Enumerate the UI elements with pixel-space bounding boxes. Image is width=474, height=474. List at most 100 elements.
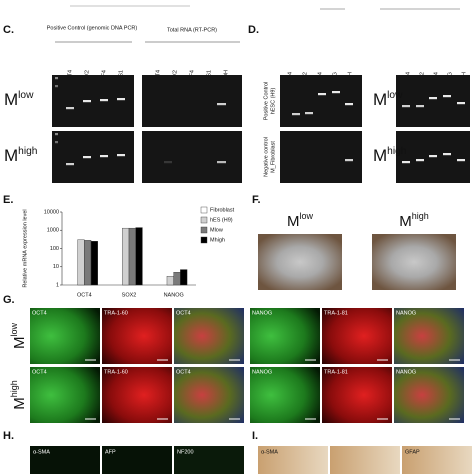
side-label: Negative control bbox=[263, 137, 269, 177]
image-label: TRA-1-60 bbox=[104, 310, 128, 316]
colony-image bbox=[372, 234, 456, 290]
x-tick-label: NANOG bbox=[164, 292, 184, 298]
gel-header: Positive Control (genomic DNA PCR) bbox=[47, 25, 138, 31]
image-label: NF200 bbox=[177, 449, 194, 455]
gel-band bbox=[443, 95, 451, 98]
panel-label: I. bbox=[252, 430, 258, 442]
legend-label: Mlow bbox=[210, 227, 223, 233]
panel-label: C. bbox=[3, 24, 14, 36]
side-label: Positive Control bbox=[263, 82, 269, 121]
sample-base: M bbox=[4, 146, 18, 165]
gel-band bbox=[217, 103, 226, 106]
panels: C. Positive Control (genomic DNA PCR) Tota… bbox=[3, 24, 472, 474]
image-label: TRA-1-60 bbox=[104, 369, 128, 375]
panel-label: E. bbox=[3, 194, 13, 206]
bar bbox=[180, 269, 188, 286]
gel-band bbox=[100, 99, 108, 102]
bar bbox=[122, 227, 130, 286]
image-label: NANOG bbox=[396, 369, 416, 375]
gel-image bbox=[280, 131, 362, 183]
gel-band bbox=[100, 155, 108, 158]
bar bbox=[173, 272, 181, 286]
sample-label: Mhigh bbox=[4, 146, 37, 166]
image-label: NANOG bbox=[252, 310, 272, 316]
gel-image bbox=[52, 131, 134, 183]
gel-band bbox=[402, 161, 410, 164]
y-tick-label: 1000 bbox=[47, 228, 59, 234]
panel-label: H. bbox=[3, 430, 14, 442]
gel-band bbox=[117, 154, 125, 157]
gel-band bbox=[457, 159, 465, 162]
sample-base: M bbox=[11, 337, 28, 350]
panel-label: G. bbox=[3, 294, 15, 306]
sample-sup: high bbox=[387, 146, 406, 157]
fluorescence-image bbox=[174, 308, 244, 364]
legend-swatch bbox=[200, 226, 208, 234]
sample-sup: low bbox=[387, 90, 403, 101]
image-label: α-SMA bbox=[33, 449, 50, 455]
gel-band bbox=[66, 163, 74, 166]
gel-header: Total RNA (RT-PCR) bbox=[167, 27, 217, 33]
sample-label: Mlow bbox=[9, 323, 28, 350]
y-tick-label: 10 bbox=[53, 264, 59, 270]
gel-band bbox=[345, 103, 353, 106]
panel-label: F. bbox=[252, 194, 261, 206]
fluorescence-image bbox=[102, 308, 172, 364]
image-label: TRA-1-81 bbox=[324, 310, 348, 316]
sample-label: Mhigh bbox=[9, 380, 28, 410]
gel-band bbox=[429, 97, 437, 100]
image-label: OCT4 bbox=[32, 310, 47, 316]
gel-band bbox=[66, 107, 74, 110]
image-label: AFP bbox=[105, 449, 116, 455]
sample-base: M bbox=[373, 146, 387, 165]
x-tick-label: OCT4 bbox=[77, 292, 92, 298]
bar bbox=[90, 241, 98, 286]
fluorescence-image bbox=[102, 367, 172, 423]
ihc-image bbox=[258, 446, 328, 474]
fluorescence-image bbox=[394, 367, 464, 423]
gel-band bbox=[292, 113, 300, 116]
image-label: OCT4 bbox=[176, 369, 191, 375]
legend-label: Fibroblast bbox=[210, 207, 235, 213]
legend-label: hES (H9) bbox=[210, 217, 233, 223]
sample-sup: high bbox=[9, 380, 19, 397]
gel-band bbox=[117, 98, 125, 101]
gel-band bbox=[345, 159, 353, 162]
gel-band bbox=[402, 105, 410, 108]
gel-band bbox=[55, 85, 58, 88]
gel-band bbox=[55, 77, 58, 80]
gel-band bbox=[83, 156, 91, 159]
gel-band bbox=[83, 100, 91, 103]
bar bbox=[135, 227, 143, 286]
fluorescence-image bbox=[322, 367, 392, 423]
gel-image bbox=[142, 75, 242, 127]
sample-label: Mlow bbox=[373, 90, 403, 110]
image-label: TRA-1-81 bbox=[324, 369, 348, 375]
image-label: NANOG bbox=[396, 310, 416, 316]
bar bbox=[128, 227, 136, 286]
side-label: hESC (H9) bbox=[270, 88, 276, 115]
gel-band bbox=[305, 112, 313, 115]
gel-image bbox=[396, 75, 470, 127]
bar bbox=[84, 240, 92, 286]
gel-band bbox=[457, 102, 465, 105]
fluorescence-image bbox=[174, 446, 244, 474]
sample-base: M bbox=[399, 213, 412, 230]
colony-image bbox=[258, 234, 342, 290]
sample-base: M bbox=[287, 213, 300, 230]
sample-label: Mhigh bbox=[399, 211, 429, 230]
image-label: GFAP bbox=[405, 449, 420, 455]
gel-band bbox=[443, 153, 451, 156]
sample-base: M bbox=[373, 90, 387, 109]
bar bbox=[77, 239, 85, 286]
fluorescence-image bbox=[322, 308, 392, 364]
sample-base: M bbox=[11, 397, 28, 410]
sample-sup: low bbox=[18, 90, 34, 101]
sample-label: Mlow bbox=[287, 211, 314, 230]
fluorescence-image bbox=[102, 446, 172, 474]
sample-sup: low bbox=[299, 211, 313, 221]
image-label: NANOG bbox=[252, 369, 272, 375]
side-label: M_Fibroblast bbox=[270, 141, 276, 173]
sample-sup: high bbox=[412, 211, 429, 221]
